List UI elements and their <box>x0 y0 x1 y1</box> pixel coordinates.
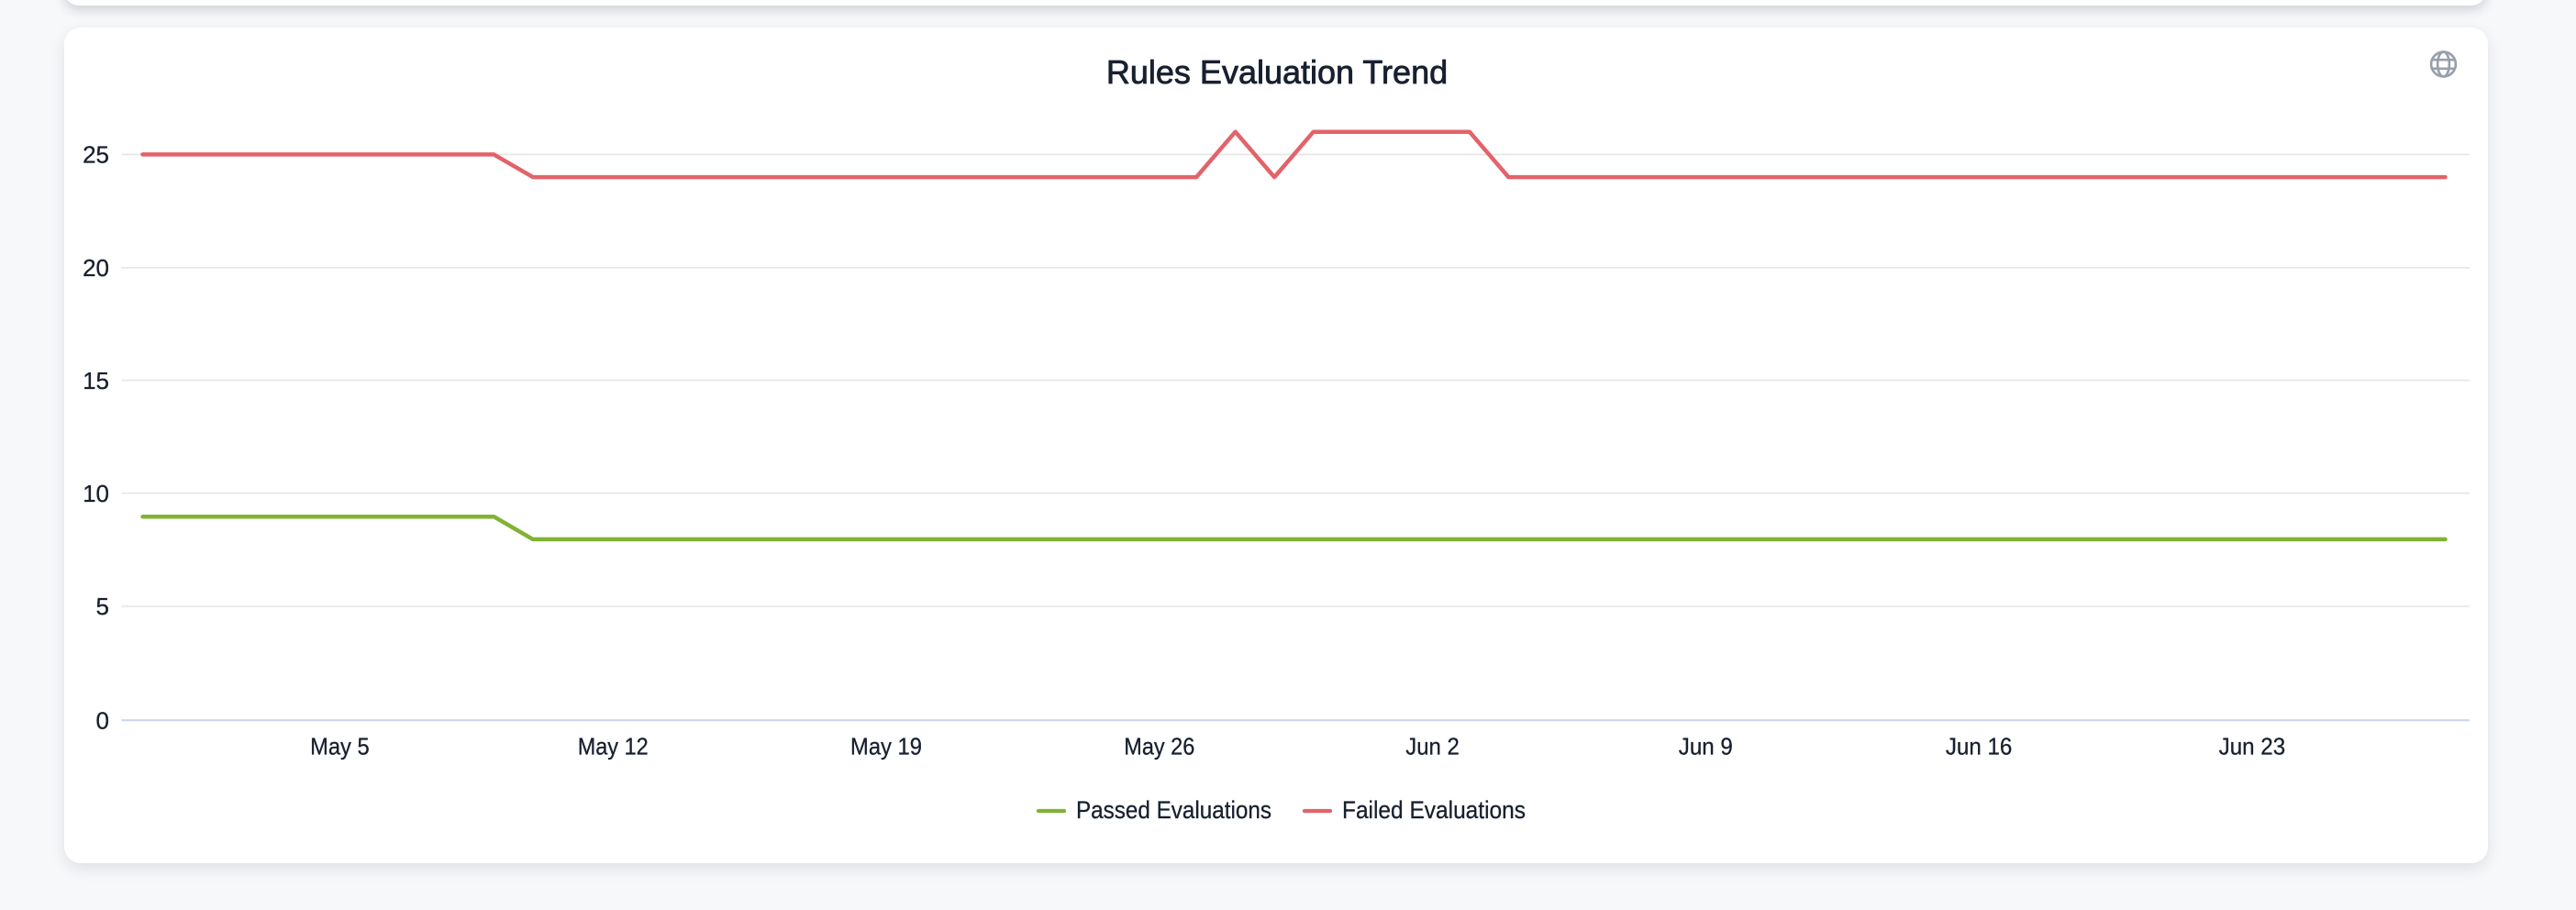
svg-text:20: 20 <box>83 254 109 282</box>
svg-text:Jun 16: Jun 16 <box>1946 733 2013 760</box>
svg-text:10: 10 <box>83 480 109 507</box>
svg-text:May 26: May 26 <box>1124 733 1194 760</box>
svg-text:Rules Evaluation Trend: Rules Evaluation Trend <box>1106 53 1448 91</box>
svg-text:0: 0 <box>96 706 109 734</box>
svg-text:Jun 23: Jun 23 <box>2219 733 2286 760</box>
svg-text:Passed Evaluations: Passed Evaluations <box>1076 796 1271 824</box>
svg-text:15: 15 <box>83 367 109 394</box>
svg-text:Jun 2: Jun 2 <box>1405 733 1460 760</box>
svg-text:5: 5 <box>96 593 109 620</box>
svg-text:May 19: May 19 <box>850 733 922 760</box>
svg-text:25: 25 <box>83 141 109 169</box>
svg-text:Jun 9: Jun 9 <box>1679 733 1733 760</box>
svg-text:May 12: May 12 <box>578 733 649 760</box>
svg-text:May 5: May 5 <box>310 733 370 760</box>
svg-text:Failed Evaluations: Failed Evaluations <box>1342 796 1526 824</box>
